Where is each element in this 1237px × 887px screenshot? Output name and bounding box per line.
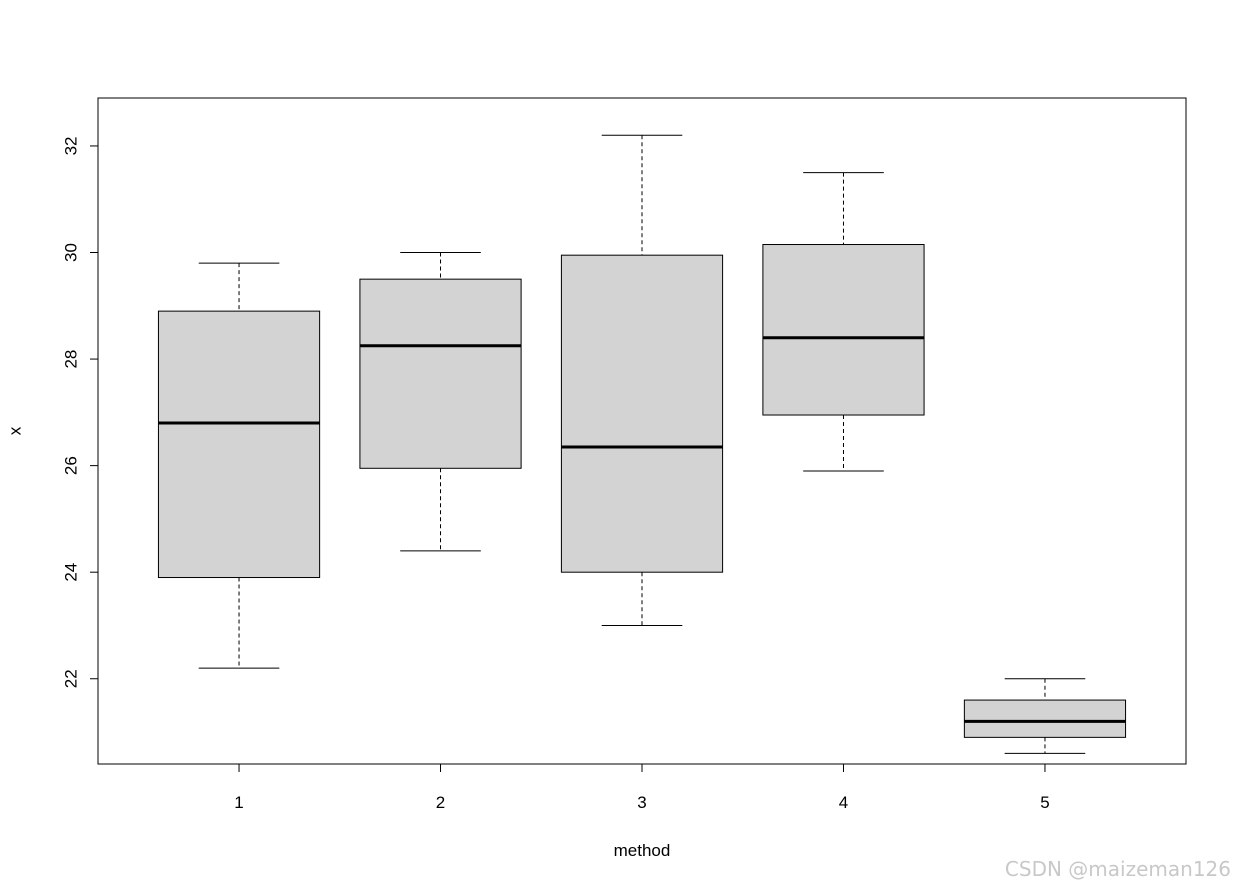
y-axis-title: x xyxy=(5,426,24,435)
watermark: CSDN @maizeman126 xyxy=(1004,857,1231,881)
y-tick-label: 22 xyxy=(61,669,80,688)
x-tick-label: 3 xyxy=(637,793,646,812)
box-4 xyxy=(762,172,925,472)
x-axis-title: method xyxy=(614,841,671,860)
x-axis: 1 2 3 4 5 xyxy=(234,763,1050,812)
y-tick-label: 32 xyxy=(61,136,80,155)
iqr-box xyxy=(359,278,522,469)
y-axis: 22 24 26 28 30 32 xyxy=(61,136,99,688)
iqr-box xyxy=(157,310,321,579)
y-tick-label: 30 xyxy=(61,243,80,262)
box-3 xyxy=(560,134,724,626)
box-1 xyxy=(157,262,321,669)
iqr-box xyxy=(560,254,724,573)
boxes xyxy=(157,134,1127,754)
y-tick-label: 28 xyxy=(61,350,80,369)
box-5 xyxy=(963,678,1127,754)
x-tick-label: 2 xyxy=(436,793,445,812)
y-tick-label: 24 xyxy=(61,563,80,582)
x-tick-label: 4 xyxy=(839,793,848,812)
iqr-box xyxy=(963,699,1127,738)
x-tick-label: 1 xyxy=(234,793,243,812)
x-tick-label: 5 xyxy=(1040,793,1049,812)
iqr-box xyxy=(762,244,925,416)
box-2 xyxy=(359,252,522,552)
y-tick-label: 26 xyxy=(61,456,80,475)
